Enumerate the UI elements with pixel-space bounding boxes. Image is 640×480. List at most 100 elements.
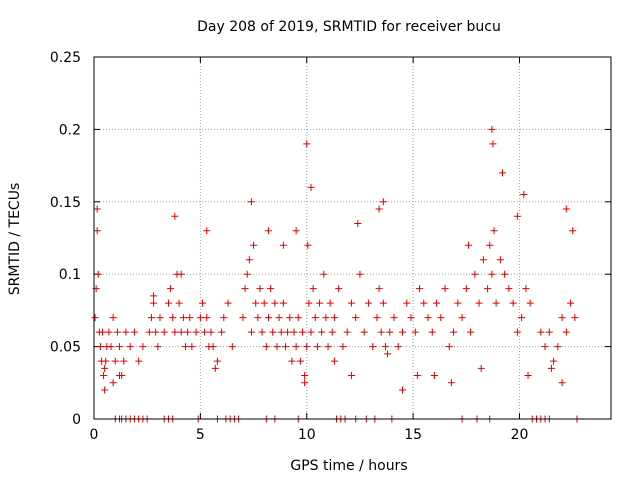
data-point — [545, 328, 553, 336]
data-point — [490, 227, 498, 235]
y-tick-label: 0 — [72, 412, 81, 428]
data-point — [328, 328, 336, 336]
data-point — [498, 169, 506, 177]
data-point — [99, 328, 107, 336]
data-point — [505, 285, 513, 293]
data-point — [245, 256, 253, 264]
data-point — [562, 328, 570, 336]
data-point — [475, 299, 483, 307]
data-point — [111, 357, 119, 365]
data-point — [294, 314, 302, 322]
data-point — [301, 379, 309, 387]
data-point — [192, 328, 200, 336]
data-point — [122, 328, 130, 336]
data-point — [243, 270, 251, 278]
data-point — [484, 285, 492, 293]
y-tick-label: 0.25 — [50, 50, 81, 66]
grid — [94, 57, 611, 419]
x-axis-label: GPS time / hours — [290, 458, 407, 474]
data-point — [252, 299, 260, 307]
data-point — [467, 328, 475, 336]
data-point — [479, 256, 487, 264]
data-point — [343, 328, 351, 336]
data-point — [213, 357, 221, 365]
data-point — [177, 270, 185, 278]
data-point — [292, 227, 300, 235]
data-point — [296, 357, 304, 365]
data-point — [135, 357, 143, 365]
data-point — [207, 328, 215, 336]
data-point — [416, 285, 424, 293]
data-point — [352, 314, 360, 322]
data-point — [93, 227, 101, 235]
data-point — [524, 372, 532, 380]
data-point — [313, 343, 321, 351]
data-point — [304, 241, 312, 249]
data-point — [203, 227, 211, 235]
data-point — [247, 198, 255, 206]
data-point — [184, 328, 192, 336]
data-point — [284, 328, 292, 336]
x-tick-label: 15 — [404, 427, 422, 443]
data-point — [101, 386, 109, 394]
data-point — [250, 241, 258, 249]
data-point — [488, 125, 496, 133]
data-point — [224, 299, 232, 307]
data-point — [558, 314, 566, 322]
data-point — [562, 205, 570, 213]
data-point — [356, 270, 364, 278]
data-point — [537, 328, 545, 336]
data-point — [109, 379, 117, 387]
data-point — [526, 299, 534, 307]
data-point — [386, 328, 394, 336]
data-point — [199, 299, 207, 307]
data-point — [256, 285, 264, 293]
data-point — [488, 270, 496, 278]
data-point — [220, 314, 228, 322]
y-axis-label: SRMTID / TECUs — [7, 183, 23, 296]
data-point — [520, 191, 528, 199]
data-point — [292, 343, 300, 351]
data-point — [522, 285, 530, 293]
data-point — [264, 227, 272, 235]
data-point — [411, 328, 419, 336]
data-point — [369, 343, 377, 351]
data-point — [107, 343, 115, 351]
data-point — [550, 357, 558, 365]
data-point — [554, 343, 562, 351]
data-point — [347, 372, 355, 380]
chart-title: Day 208 of 2019, SRMTID for receiver buc… — [197, 19, 501, 35]
data-point — [496, 256, 504, 264]
data-point — [299, 328, 307, 336]
data-point — [377, 328, 385, 336]
data-point — [179, 314, 187, 322]
data-point — [360, 328, 368, 336]
data-point — [307, 183, 315, 191]
data-point — [316, 299, 324, 307]
data-point — [286, 314, 294, 322]
data-point — [486, 241, 494, 249]
data-point — [424, 314, 432, 322]
data-point — [241, 285, 249, 293]
y-tick-label: 0.2 — [59, 122, 81, 138]
data-point — [398, 386, 406, 394]
data-point — [322, 314, 330, 322]
x-tick-label: 5 — [196, 427, 205, 443]
data-point — [152, 328, 160, 336]
data-point — [390, 314, 398, 322]
y-tick-label: 0.05 — [50, 340, 81, 356]
data-point — [96, 343, 104, 351]
data-point — [375, 285, 383, 293]
data-point — [188, 343, 196, 351]
data-point — [433, 299, 441, 307]
data-point — [93, 205, 101, 213]
data-point — [309, 285, 317, 293]
data-point — [330, 314, 338, 322]
data-point — [384, 350, 392, 358]
data-point — [318, 328, 326, 336]
data-point — [120, 357, 128, 365]
data-point — [177, 328, 185, 336]
data-point — [454, 299, 462, 307]
data-point — [167, 285, 175, 293]
data-point — [279, 299, 287, 307]
